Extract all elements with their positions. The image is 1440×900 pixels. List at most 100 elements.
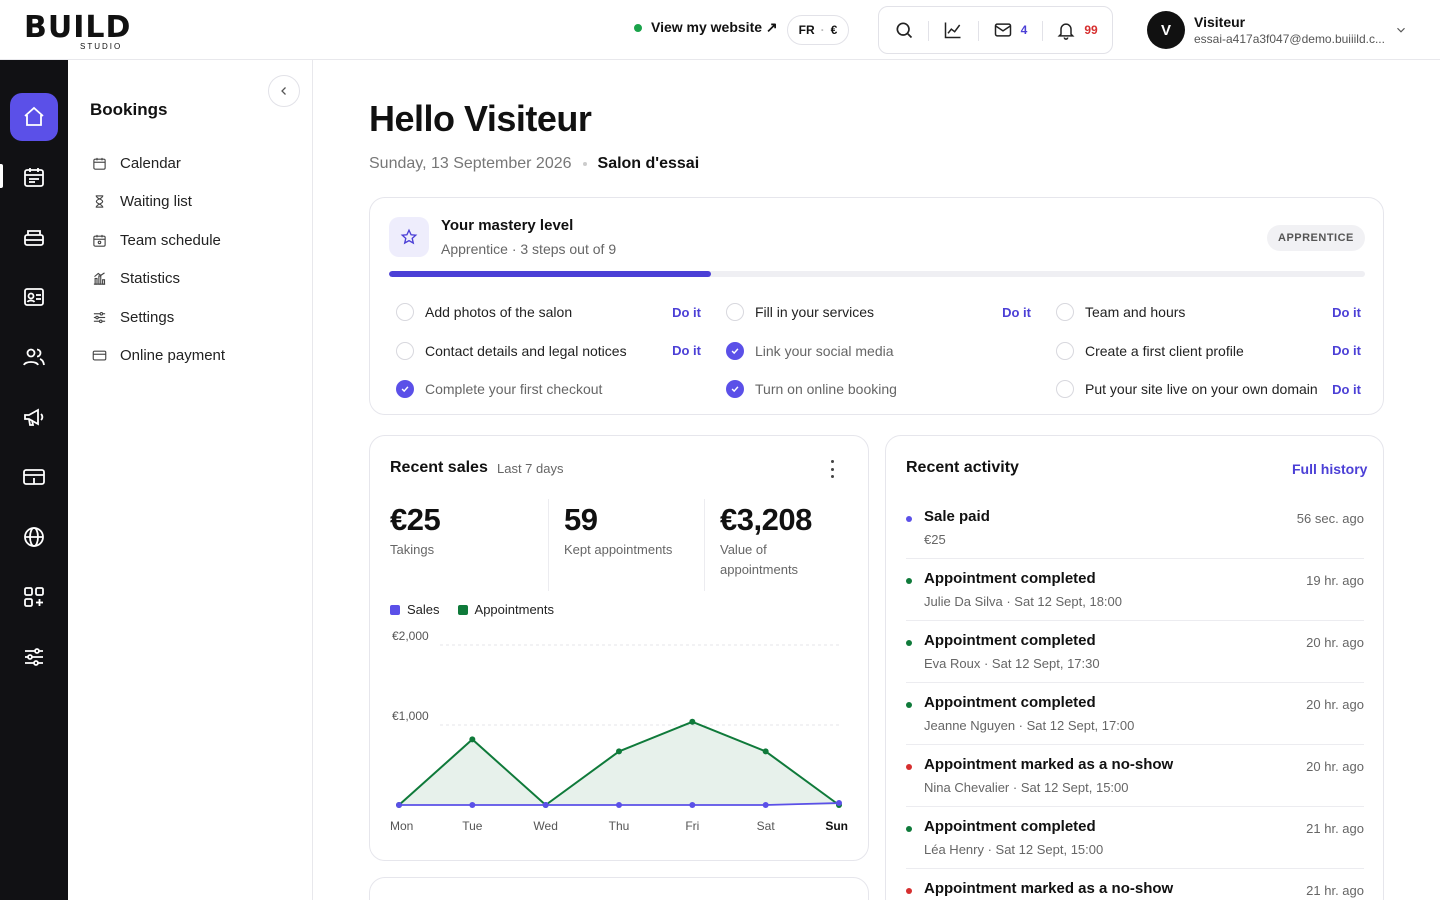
messages-button[interactable]: 4 (978, 7, 1042, 53)
task-label: Team and hours (1085, 304, 1186, 321)
chevron-down-icon[interactable] (1394, 23, 1408, 37)
hourglass-icon (95, 195, 104, 208)
rail-payments[interactable] (10, 453, 58, 501)
task-item[interactable]: Create a first client profile Do it (1056, 332, 1361, 371)
search-button[interactable] (879, 7, 928, 53)
task-item[interactable]: Complete your first checkout (396, 370, 701, 409)
view-website-label: View my website ↗ (651, 19, 778, 35)
task-item[interactable]: Fill in your services Do it (726, 293, 1031, 332)
activity-title: Appointment marked as a no-show (924, 756, 1174, 773)
card-icon (92, 350, 107, 361)
notifications-button[interactable]: 99 (1042, 7, 1112, 53)
rail-clients[interactable] (10, 333, 58, 381)
activity-time: 56 sec. ago (1296, 511, 1364, 526)
activity-item[interactable]: Appointment marked as a no-show 21 hr. ag… (906, 869, 1364, 900)
rail-apps[interactable] (10, 573, 58, 621)
activity-title: Appointment completed (924, 694, 1096, 711)
view-website-link[interactable]: View my website ↗ (634, 19, 778, 36)
search-icon (896, 22, 912, 39)
rail-website[interactable] (10, 513, 58, 561)
kpi-value: 59 (564, 502, 598, 537)
check-icon[interactable] (396, 380, 414, 399)
do-it-button[interactable]: Do it (672, 304, 701, 320)
check-icon[interactable] (726, 380, 744, 399)
logo[interactable]: BUILD STUDIO (24, 8, 184, 52)
sales-chart: €1,000 €2,000 Mon Tue Wed Thu Fri Sat Sun (390, 629, 848, 833)
kpi-label: Takings (390, 542, 435, 557)
task-item[interactable]: Add photos of the salon Do it (396, 293, 701, 332)
task-item[interactable]: Link your social media (726, 332, 1031, 371)
do-it-button[interactable]: Do it (672, 343, 701, 359)
full-history-link[interactable]: Full history (1292, 461, 1368, 477)
check-icon[interactable] (726, 341, 744, 360)
language-currency-selector[interactable]: FR · € (787, 15, 849, 45)
rail-register[interactable] (10, 213, 58, 261)
sidebar-item-calendar[interactable]: Calendar (92, 144, 225, 183)
sidebar-item-waiting-list[interactable]: Waiting list (92, 183, 225, 222)
apps-icon (24, 587, 44, 607)
activity-title: Appointment marked as a no-show (924, 880, 1174, 897)
online-status-dot (634, 23, 642, 32)
rail-home[interactable] (10, 93, 58, 141)
checkbox[interactable] (1056, 341, 1074, 360)
activity-title: Recent activity (906, 459, 1019, 476)
activity-time: 19 hr. ago (1306, 573, 1364, 588)
checkbox[interactable] (1056, 303, 1074, 322)
do-it-button[interactable]: Do it (1332, 381, 1361, 397)
checkbox[interactable] (396, 341, 414, 360)
activity-item[interactable]: Sale paid €25 56 sec. ago (906, 497, 1364, 559)
activity-detail: Eva Roux · Sat 12 Sept, 17:30 (924, 656, 1100, 671)
user-menu[interactable]: V Visiteur essai-a417a3f047@demo.buiiild… (1147, 11, 1389, 49)
collapse-sidebar-button[interactable] (268, 75, 300, 107)
task-item[interactable]: Put your site live on your own domain Do … (1056, 370, 1361, 409)
kpi-kept-appointments: 59 Kept appointments (564, 502, 672, 560)
rail-bookings[interactable] (10, 153, 58, 201)
do-it-button[interactable]: Do it (1002, 304, 1031, 320)
data-point-sales (616, 802, 622, 808)
kpi-takings: €25 Takings (390, 502, 441, 560)
sidebar-item-online-payment[interactable]: Online payment (92, 337, 225, 376)
sidebar-item-label: Waiting list (120, 193, 192, 211)
more-options-button[interactable] (827, 460, 837, 478)
mastery-progress-bar (389, 271, 1365, 277)
analytics-button[interactable] (928, 7, 978, 53)
activity-title: Sale paid (924, 508, 990, 525)
activity-item[interactable]: Appointment completed Eva Roux · Sat 12 S… (906, 621, 1364, 683)
page-title: Hello Visiteur (369, 98, 592, 139)
task-item[interactable]: Team and hours Do it (1056, 293, 1361, 332)
checkbox[interactable] (726, 303, 744, 322)
do-it-button[interactable]: Do it (1332, 343, 1361, 359)
level-badge: APPRENTICE (1267, 225, 1365, 251)
activity-item[interactable]: Appointment marked as a no-show Nina Chev… (906, 745, 1364, 807)
header-toolbar: 4 99 (878, 6, 1113, 54)
activity-item[interactable]: Appointment completed Jeanne Nguyen · Sat… (906, 683, 1364, 745)
data-point-sales (469, 802, 476, 808)
kpi-appointments-value: €3,208 Value of appointments (720, 502, 840, 580)
sidebar-item-settings[interactable]: Settings (92, 298, 225, 337)
checkbox[interactable] (1056, 380, 1074, 399)
activity-item[interactable]: Appointment completed Léa Henry · Sat 12 … (906, 807, 1364, 869)
area-appointments (399, 721, 839, 805)
activity-item[interactable]: Appointment completed Julie Da Silva · Sa… (906, 559, 1364, 621)
data-point-appointments (616, 748, 622, 755)
mastery-progress-fill (389, 271, 712, 277)
do-it-button[interactable]: Do it (1332, 304, 1361, 320)
sidebar-item-team-schedule[interactable]: Team schedule (92, 221, 225, 260)
rail-contacts[interactable] (10, 273, 58, 321)
task-list: Add photos of the salon Do it Fill in your… (396, 293, 1361, 409)
y-tick-label: €2,000 (392, 629, 429, 643)
calendar-icon (93, 157, 106, 170)
task-item[interactable]: Contact details and legal notices Do it (396, 332, 701, 371)
activity-detail: €25 (924, 532, 946, 547)
settings-icon (25, 648, 43, 666)
rail-settings[interactable] (10, 633, 58, 681)
task-item[interactable]: Turn on online booking (726, 370, 1031, 409)
y-tick-label: €1,000 (392, 709, 429, 723)
sidebar-item-statistics[interactable]: Statistics (92, 260, 225, 299)
status-dot (906, 888, 912, 894)
x-tick-label: Thu (609, 819, 630, 833)
x-tick-label: Sat (757, 819, 776, 833)
current-date: Sunday, 13 September 2026 (369, 155, 572, 172)
rail-marketing[interactable] (10, 393, 58, 441)
checkbox[interactable] (396, 303, 414, 322)
